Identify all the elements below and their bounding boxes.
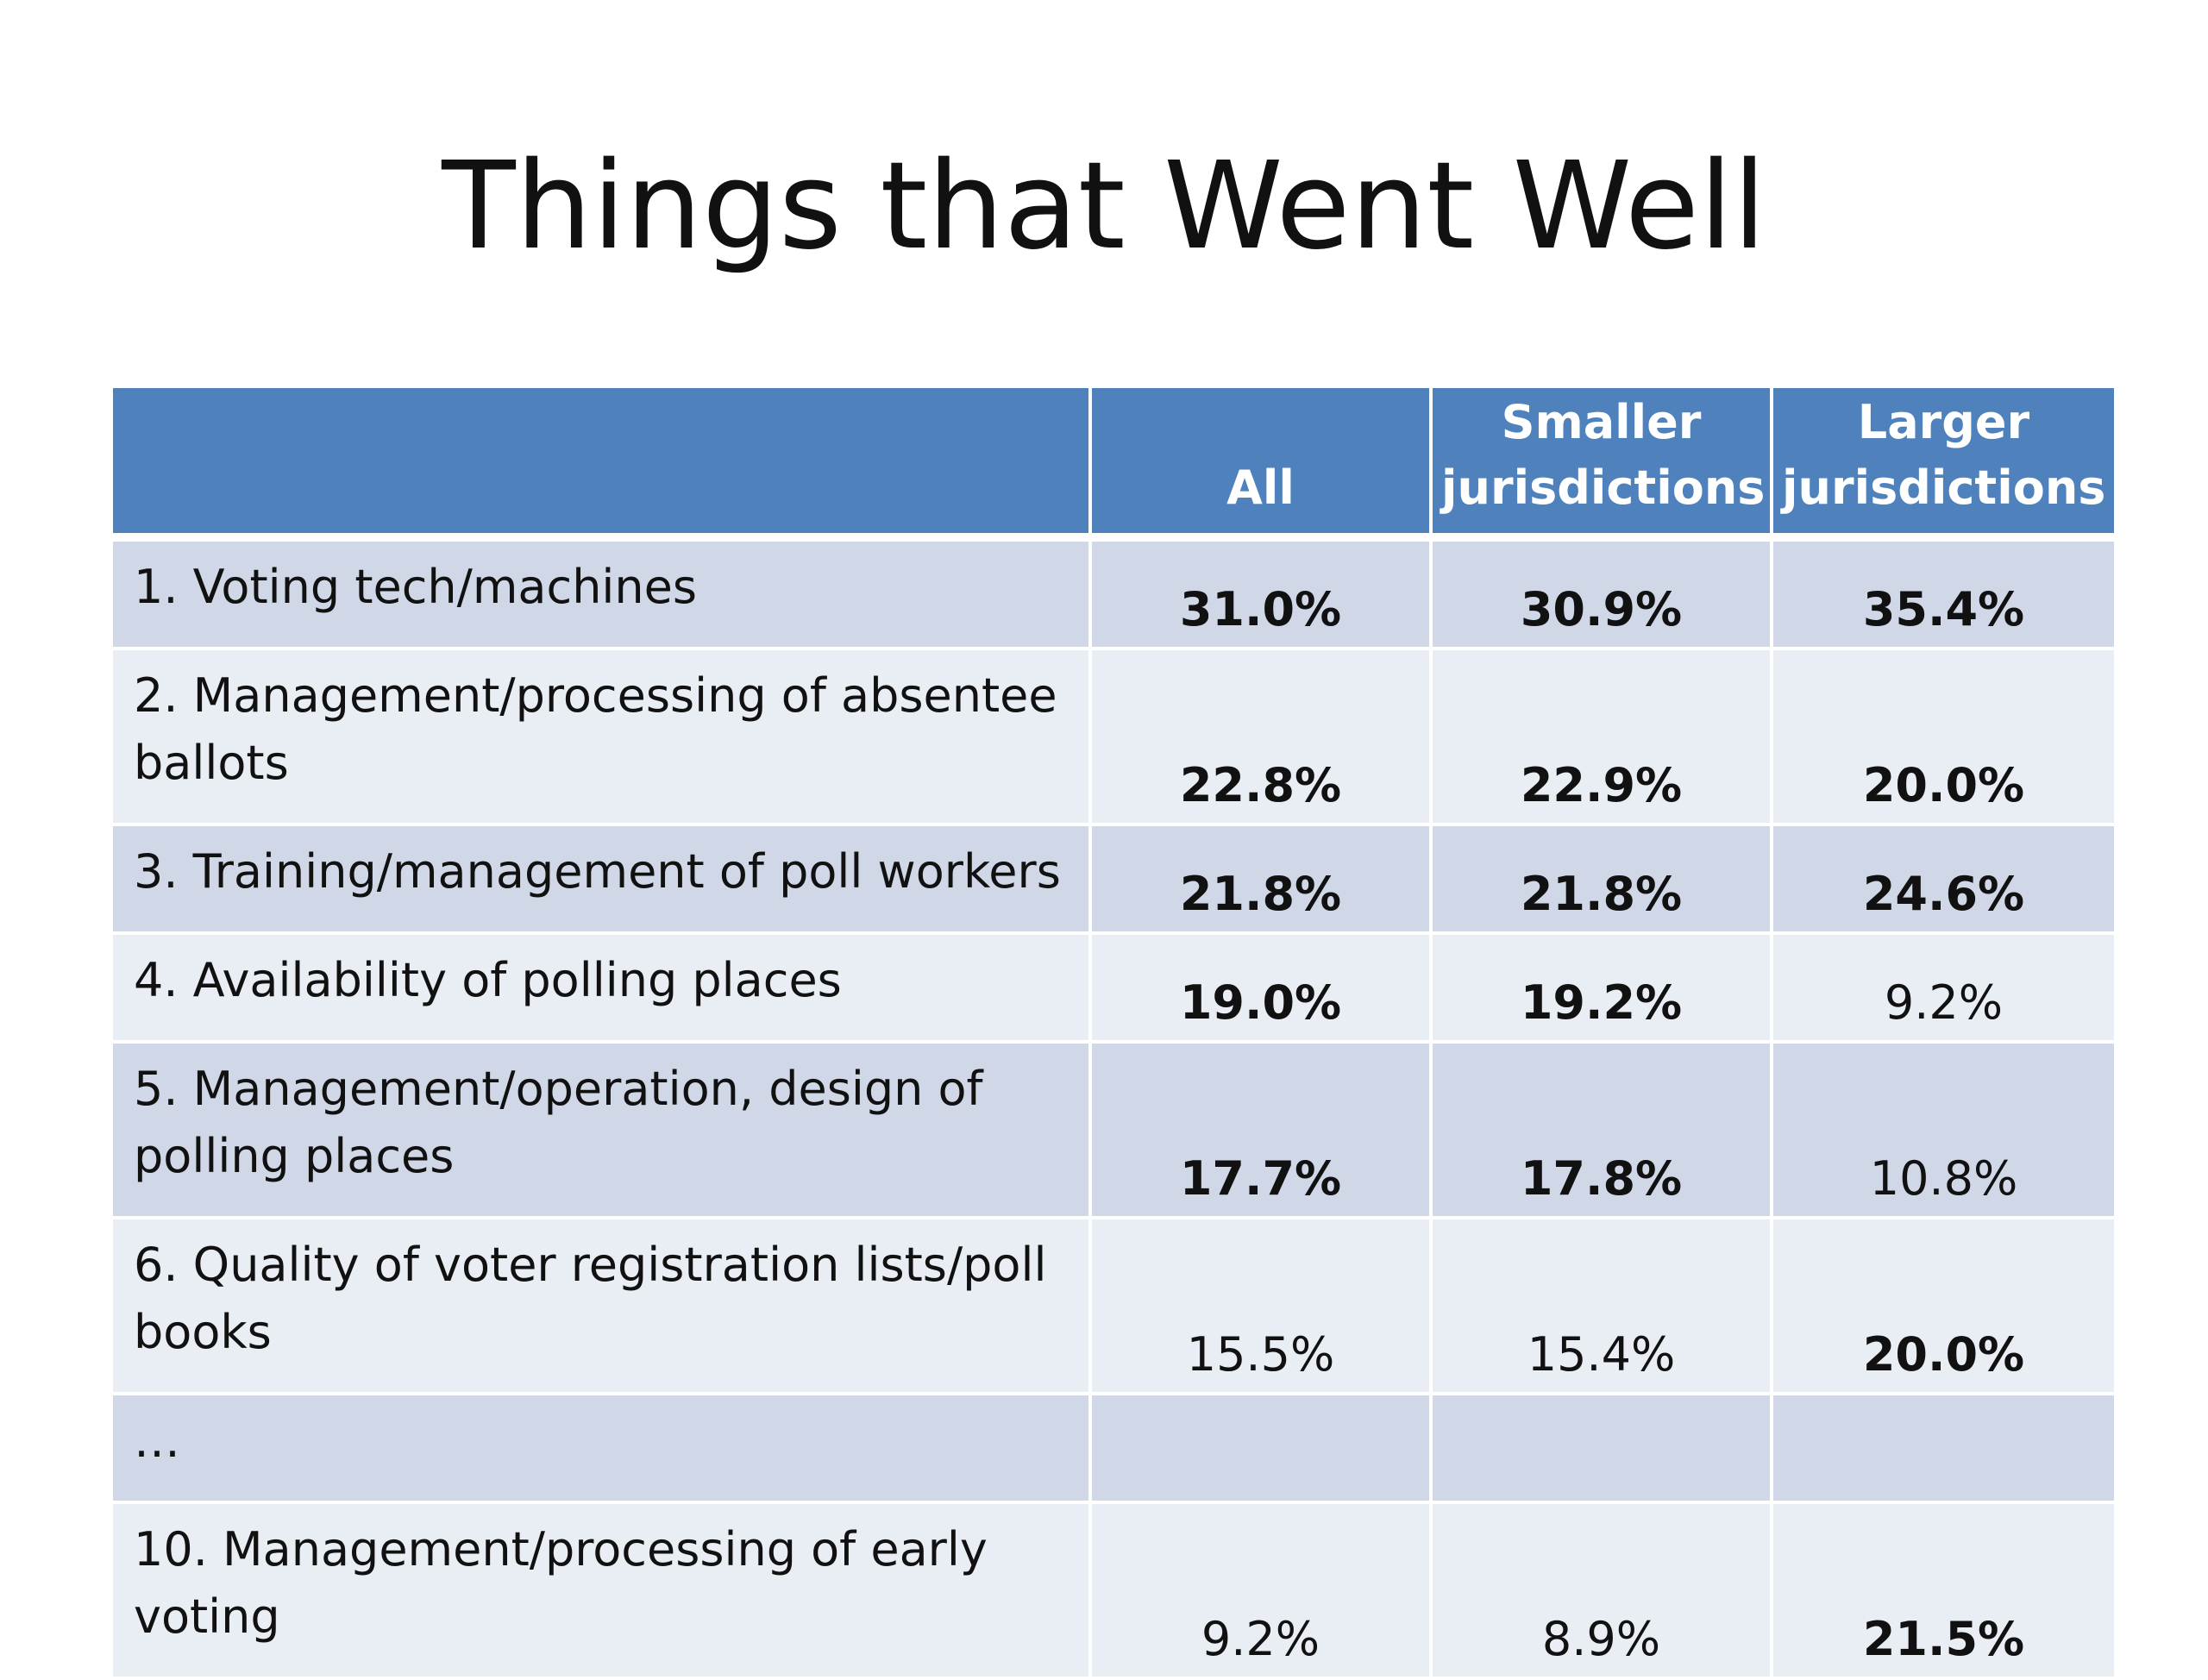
row-label: 5. Management/operation, design of polli… — [113, 1044, 1092, 1219]
slide-title: Things that Went Well — [442, 136, 1766, 277]
table-row: 6. Quality of voter registration lists/p… — [113, 1219, 2114, 1395]
table-row: 5. Management/operation, design of polli… — [113, 1044, 2114, 1219]
row-smaller-value: 17.8% — [1433, 1044, 1773, 1219]
row-label: 10. Management/processing of early votin… — [113, 1504, 1092, 1680]
table-row: 4. Availability of polling places 19.0% … — [113, 935, 2114, 1044]
row-all-value: 15.5% — [1092, 1219, 1433, 1395]
header-label — [113, 388, 1092, 542]
row-smaller-value — [1433, 1395, 1773, 1504]
row-smaller-value: 8.9% — [1433, 1504, 1773, 1680]
header-row: All Smaller jurisdictions Larger jurisdi… — [113, 388, 2114, 542]
row-larger-value — [1773, 1395, 2114, 1504]
row-smaller-value: 22.9% — [1433, 650, 1773, 826]
row-label: 2. Management/processing of absentee bal… — [113, 650, 1092, 826]
row-all-value: 22.8% — [1092, 650, 1433, 826]
row-all-value: 19.0% — [1092, 935, 1433, 1044]
row-larger-value: 35.4% — [1773, 542, 2114, 650]
row-larger-value: 10.8% — [1773, 1044, 2114, 1219]
row-label: 6. Quality of voter registration lists/p… — [113, 1219, 1092, 1395]
row-all-value: 9.2% — [1092, 1504, 1433, 1680]
row-all-value: 21.8% — [1092, 826, 1433, 935]
row-all-value: 17.7% — [1092, 1044, 1433, 1219]
row-smaller-value: 19.2% — [1433, 935, 1773, 1044]
row-larger-value: 20.0% — [1773, 650, 2114, 826]
row-larger-value: 24.6% — [1773, 826, 2114, 935]
table-row: 3. Training/management of poll workers 2… — [113, 826, 2114, 935]
row-label: … — [113, 1395, 1092, 1504]
results-table: All Smaller jurisdictions Larger jurisdi… — [113, 388, 2114, 1680]
header-all: All — [1092, 388, 1433, 542]
row-smaller-value: 21.8% — [1433, 826, 1773, 935]
row-larger-value: 21.5% — [1773, 1504, 2114, 1680]
table-row-ellipsis: … — [113, 1395, 2114, 1504]
row-all-value: 31.0% — [1092, 542, 1433, 650]
row-label: 3. Training/management of poll workers — [113, 826, 1092, 935]
table-row: 1. Voting tech/machines 31.0% 30.9% 35.4… — [113, 542, 2114, 650]
table-row: 10. Management/processing of early votin… — [113, 1504, 2114, 1680]
row-larger-value: 20.0% — [1773, 1219, 2114, 1395]
header-larger-jurisdictions: Larger jurisdictions — [1773, 388, 2114, 542]
row-label: 1. Voting tech/machines — [113, 542, 1092, 650]
header-smaller-jurisdictions: Smaller jurisdictions — [1433, 388, 1773, 542]
row-smaller-value: 30.9% — [1433, 542, 1773, 650]
row-label: 4. Availability of polling places — [113, 935, 1092, 1044]
row-all-value — [1092, 1395, 1433, 1504]
row-larger-value: 9.2% — [1773, 935, 2114, 1044]
table-row: 2. Management/processing of absentee bal… — [113, 650, 2114, 826]
row-smaller-value: 15.4% — [1433, 1219, 1773, 1395]
